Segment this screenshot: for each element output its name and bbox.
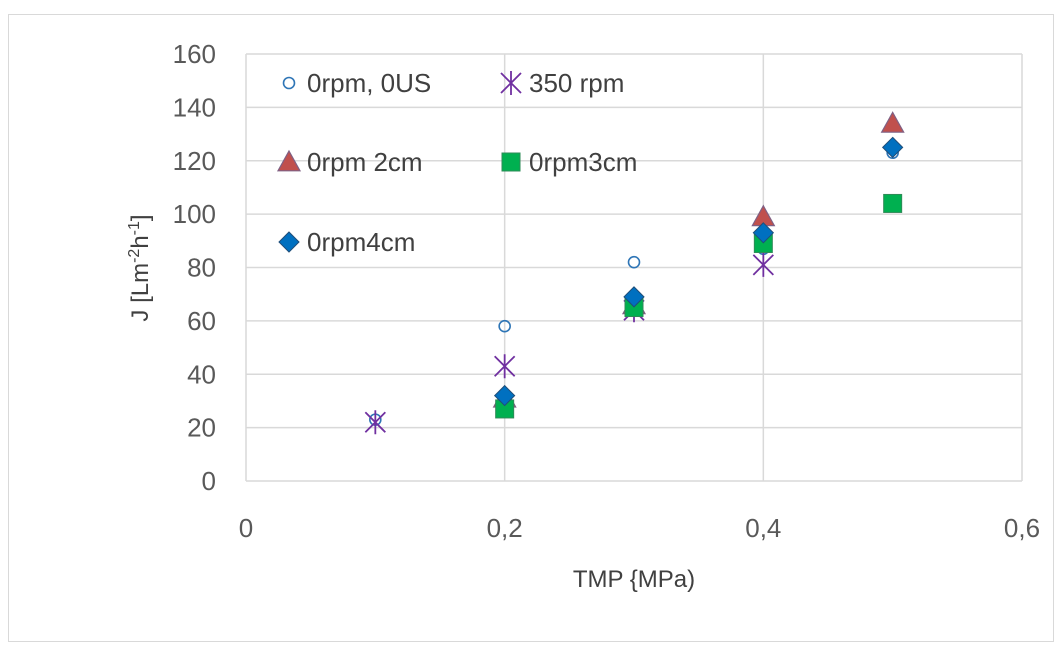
legend-marker: [276, 149, 302, 172]
series-star: [364, 252, 774, 435]
data-point: [880, 111, 905, 133]
legend-marker: [500, 71, 522, 95]
legend-label: 0rpm3cm: [529, 147, 637, 177]
data-point: [494, 354, 516, 379]
x-tick-label: 0,2: [487, 513, 523, 543]
legend-marker: [282, 76, 296, 90]
series-diamond: [493, 136, 904, 407]
y-tick-label: 80: [187, 253, 216, 283]
data-point: [623, 286, 645, 308]
x-tick-label: 0: [239, 513, 253, 543]
y-tick-label: 20: [187, 413, 216, 443]
x-tick-label: 0,4: [745, 513, 781, 543]
data-point: [752, 222, 775, 244]
y-tick-label: 120: [173, 146, 216, 176]
legend-label: 350 rpm: [529, 68, 624, 98]
legend-marker: [278, 231, 300, 253]
y-axis-title-sup1: -2: [126, 249, 143, 263]
y-tick-label: 100: [173, 199, 216, 229]
data-point: [883, 193, 903, 213]
x-axis-title: TMP {MPa): [573, 566, 695, 593]
data-point: [752, 252, 774, 277]
y-tick-label: 40: [187, 359, 216, 389]
y-axis-title-end: ]: [127, 214, 154, 221]
data-point: [364, 410, 386, 435]
y-tick-label: 160: [173, 39, 216, 69]
y-tick-label: 0: [202, 466, 216, 496]
y-axis-title-mid: h: [127, 235, 154, 248]
chart-frame: [8, 14, 1054, 642]
legend-label: 0rpm 2cm: [307, 147, 423, 177]
legend-label: 0rpm4cm: [307, 227, 415, 257]
data-point: [493, 384, 516, 407]
legend: 0rpm, 0US 350 rpm 0rpm 2cm 0rpm3cm 0rpm4cm: [276, 68, 637, 257]
tick-labels: 0 20 40 60 80 100 120 140 160 0 0,2 0,4 0,6: [173, 39, 1040, 543]
legend-marker: [501, 152, 521, 172]
legend-label: 0rpm, 0US: [307, 68, 431, 98]
y-axis-title-main: J [Lm: [127, 263, 154, 322]
y-tick-label: 140: [173, 92, 216, 122]
data-markers: [364, 111, 905, 435]
series-square: [495, 193, 903, 419]
data-point: [881, 136, 904, 159]
data-point: [498, 319, 511, 333]
y-tick-label: 60: [187, 306, 216, 336]
x-tick-label: 0,6: [1004, 513, 1040, 543]
data-point: [627, 255, 641, 269]
y-axis-title-sup2: -1: [126, 221, 143, 235]
y-axis-title: J [Lm-2h-1]: [126, 214, 154, 321]
